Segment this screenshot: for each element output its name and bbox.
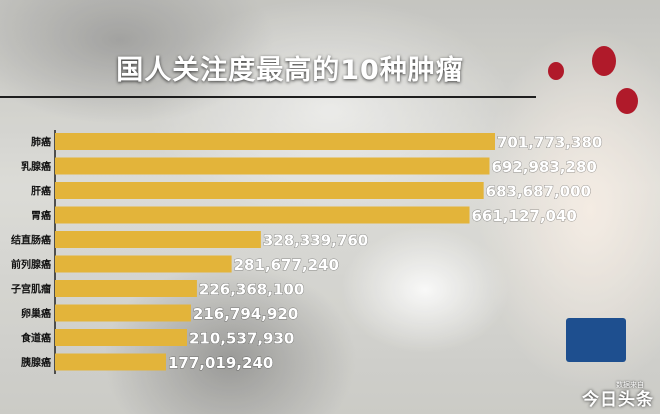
- category-label: 胰腺癌: [21, 356, 51, 369]
- watermark-source: 数据来自: [616, 381, 644, 389]
- category-label: 子宫肌瘤: [11, 283, 51, 296]
- blue-clamp-stand: [566, 318, 626, 362]
- bar-1: [55, 157, 490, 175]
- bar-4: [55, 231, 261, 248]
- title-divider: [0, 96, 536, 98]
- category-label: 食道癌: [20, 332, 51, 345]
- value-labels: 701,773,380 692,983,280 683,687,000 661,127…: [167, 133, 602, 373]
- bar-7: [55, 304, 191, 322]
- value-label: 177,019,240: [168, 354, 273, 372]
- value-label: 661,127,040: [472, 207, 577, 225]
- value-label: 701,773,380: [497, 134, 602, 152]
- value-label: 328,339,760: [263, 232, 368, 250]
- category-label: 结直肠癌: [11, 234, 51, 247]
- bar-3: [55, 206, 470, 224]
- bar-2: [55, 182, 484, 199]
- value-label: 226,368,100: [199, 281, 304, 299]
- chart-title: 国人关注度最高的10种肿瘤: [116, 55, 464, 86]
- category-label: 肝癌: [31, 185, 51, 198]
- category-label: 肺癌: [31, 136, 51, 149]
- category-label: 前列腺癌: [11, 258, 51, 271]
- category-label: 胃癌: [31, 209, 51, 222]
- value-label: 281,677,240: [234, 256, 339, 274]
- watermark-logo: 今日头条: [582, 390, 654, 410]
- bar-5: [55, 255, 232, 273]
- bar-6: [55, 280, 197, 297]
- bar-0: [55, 133, 495, 150]
- bar-8: [55, 329, 188, 346]
- red-test-tube-cap: [616, 88, 638, 114]
- category-label: 卵巢癌: [21, 307, 51, 320]
- value-label: 210,537,930: [189, 330, 294, 348]
- red-test-tube-cap: [592, 46, 616, 76]
- red-test-tube-cap: [548, 62, 564, 80]
- bars: [55, 133, 495, 371]
- value-label: 692,983,280: [491, 158, 596, 176]
- value-label: 216,794,920: [193, 305, 298, 323]
- category-label: 乳腺癌: [21, 160, 51, 173]
- value-label: 683,687,000: [486, 183, 591, 201]
- bar-9: [55, 353, 166, 371]
